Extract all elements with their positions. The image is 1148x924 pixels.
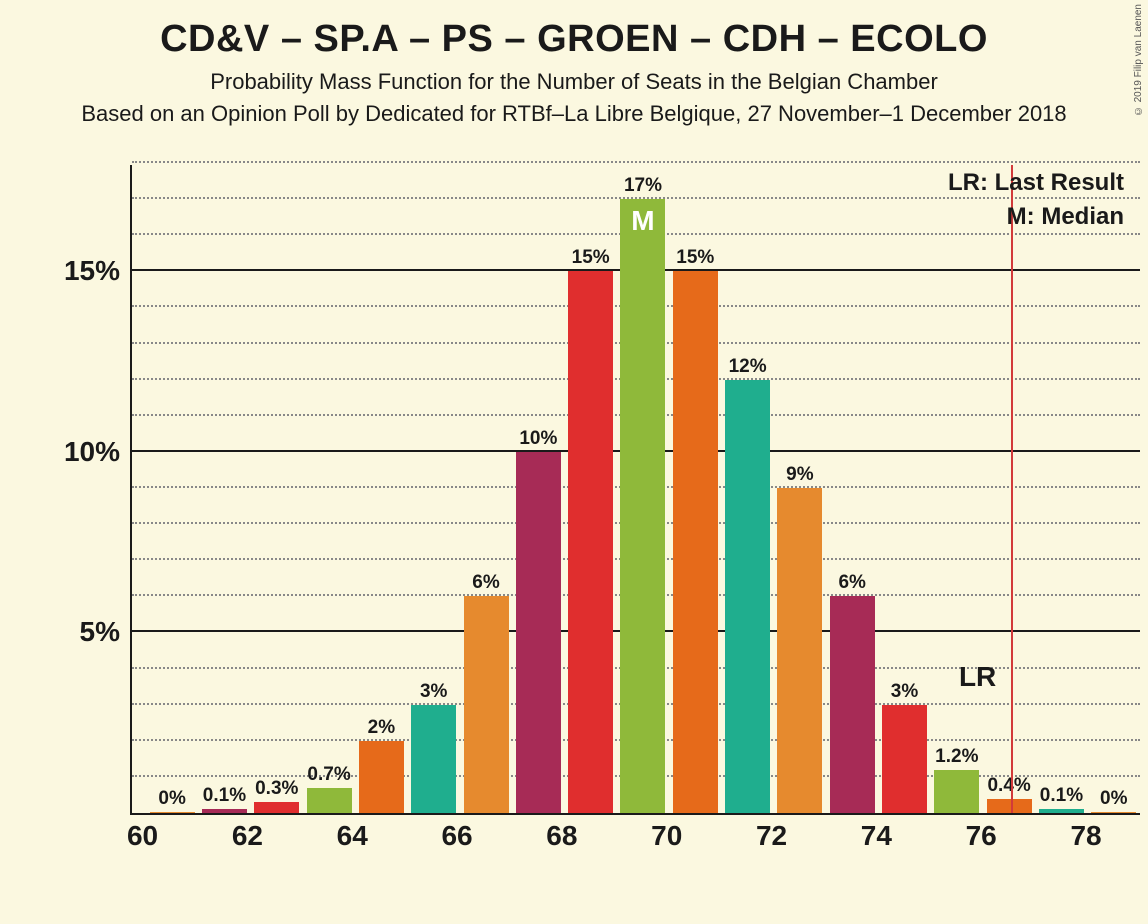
bar-value-label: 6% [838,572,865,596]
bar-slot: 3% [878,165,930,813]
legend-lr: LR: Last Result [948,169,1124,197]
bar-value-label: 1.2% [935,746,978,770]
x-axis: 60626466687072747678 [118,820,1148,852]
bar-slot: 0.3% [251,165,303,813]
bar-value-label: 15% [676,247,714,271]
bar: 6% [464,596,509,813]
bar-value-label: 0.1% [1040,785,1083,809]
bar: 0.3% [254,802,299,813]
bar: 0.7% [307,788,352,813]
bar: 0% [1091,812,1136,813]
bar-slot: 1.2% [931,165,983,813]
bar-value-label: 12% [729,356,767,380]
bar-value-label: 0.4% [987,775,1030,799]
bar-slot: 12% [721,165,773,813]
bar-slot: 0% [146,165,198,813]
titles-block: CD&V – SP.A – PS – GROEN – CDH – ECOLO P… [0,0,1148,127]
bar-slot: 0.1% [198,165,250,813]
median-marker: M [631,205,654,237]
legend-m: M: Median [1007,203,1124,231]
last-result-line [1011,165,1013,813]
bar-value-label: 17% [624,175,662,199]
bar-value-label: 0.7% [307,764,350,788]
bar-slot: 0.4% [983,165,1035,813]
title-main: CD&V – SP.A – PS – GROEN – CDH – ECOLO [0,18,1148,61]
x-tick-label: 74 [852,820,957,852]
bar-value-label: 6% [472,572,499,596]
x-tick-label: 76 [956,820,1061,852]
bar: 0.1% [1039,809,1084,813]
bar: 1.2% [934,770,979,813]
bar-slot: 0% [1088,165,1140,813]
bar-slot: 0.7% [303,165,355,813]
bar: 0.1% [202,809,247,813]
x-tick-label: 68 [537,820,642,852]
bar: 15% [568,271,613,813]
bar-slot: 0.1% [1035,165,1087,813]
bar: 0.4% [987,799,1032,813]
bar: 9% [777,488,822,813]
chart-area: 5%10%15% 0%0.1%0.3%0.7%2%3%6%10%15%17%M1… [130,165,1140,815]
x-tick-label: 70 [642,820,747,852]
bar-slot: 10% [512,165,564,813]
x-tick-label: 72 [747,820,852,852]
bar-value-label: 3% [420,681,447,705]
title-sub: Probability Mass Function for the Number… [0,69,1148,95]
bar: 15% [673,271,718,813]
bar-value-label: 9% [786,464,813,488]
title-source: Based on an Opinion Poll by Dedicated fo… [0,101,1148,127]
bar-value-label: 10% [519,428,557,452]
bar-value-label: 3% [891,681,918,705]
bar-value-label: 0.3% [255,778,298,802]
x-tick-label: 78 [1061,820,1148,852]
bar-slot: 6% [460,165,512,813]
copyright-text: © 2019 Filip van Laenen [1133,4,1144,116]
bar: 3% [882,705,927,813]
bar-slot: 6% [826,165,878,813]
bar: 3% [411,705,456,813]
last-result-label: LR [959,661,996,693]
bar-slot: 15% [669,165,721,813]
y-tick-label: 5% [80,616,132,648]
plot-area: 5%10%15% 0%0.1%0.3%0.7%2%3%6%10%15%17%M1… [130,165,1140,815]
bar-value-label: 0% [1100,788,1127,812]
bar-value-label: 15% [572,247,610,271]
x-tick-label: 60 [118,820,223,852]
bar: 2% [359,741,404,813]
bars-container: 0%0.1%0.3%0.7%2%3%6%10%15%17%M15%12%9%6%… [146,165,1140,813]
x-tick-label: 62 [223,820,328,852]
y-tick-label: 15% [64,255,132,287]
bar-slot: 3% [408,165,460,813]
bar-slot: 15% [565,165,617,813]
bar-value-label: 0.1% [203,785,246,809]
bar-value-label: 0% [158,788,185,812]
gridline-minor [132,161,1140,163]
y-tick-label: 10% [64,436,132,468]
bar: 0% [150,812,195,813]
x-tick-label: 66 [432,820,537,852]
bar-value-label: 2% [368,717,395,741]
x-tick-label: 64 [327,820,432,852]
bar-slot: 9% [774,165,826,813]
bar-slot: 2% [355,165,407,813]
bar: 12% [725,380,770,813]
bar: 10% [516,452,561,813]
bar: 17%M [620,199,665,813]
bar: 6% [830,596,875,813]
bar-slot: 17% M [617,165,669,813]
